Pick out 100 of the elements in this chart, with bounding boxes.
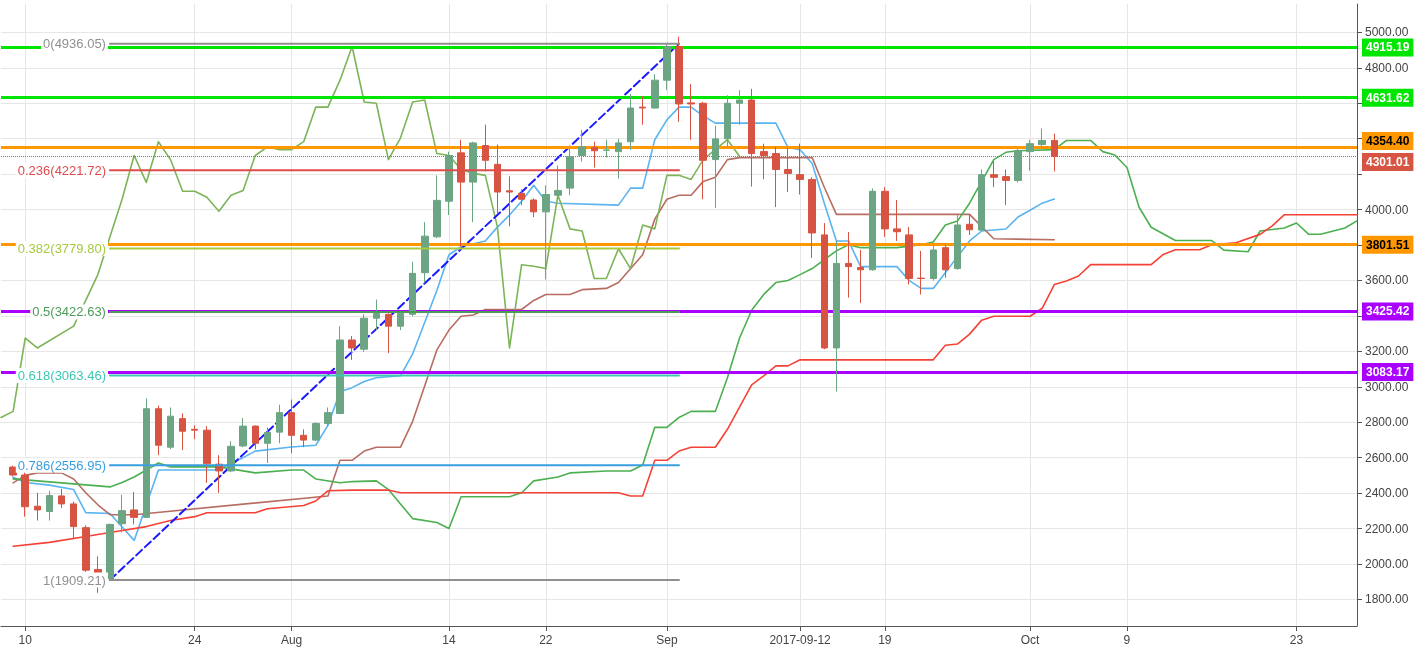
candlestick <box>58 488 65 509</box>
x-tick-label: 23 <box>1289 633 1304 647</box>
candlestick <box>227 440 235 473</box>
candlestick <box>1038 128 1046 149</box>
candlestick <box>324 407 332 426</box>
candlestick <box>70 501 77 539</box>
ref-line-label: 3083.17 <box>1366 365 1410 380</box>
candlestick <box>252 424 259 450</box>
candlestick <box>893 199 901 242</box>
y-tick-label: 5000.00 <box>1365 25 1409 40</box>
candlestick <box>530 197 537 218</box>
y-tick-label: 2000.00 <box>1365 556 1409 571</box>
candlestick <box>179 412 186 451</box>
candlestick <box>881 186 889 238</box>
candlestick <box>966 213 973 236</box>
line-series <box>12 213 1358 548</box>
series-label: 0(4936.05) <box>43 36 106 52</box>
y-tick-label: 2400.00 <box>1365 486 1409 501</box>
series-label: 0.236(4221.72) <box>17 162 106 178</box>
candlestick <box>433 174 441 239</box>
candlestick <box>143 397 150 518</box>
candlestick <box>264 426 271 464</box>
candlestick <box>288 399 295 454</box>
candlestick <box>130 491 138 525</box>
candlestick <box>639 95 646 126</box>
candlestick <box>845 231 852 299</box>
candlestick <box>627 93 634 151</box>
candlestick <box>312 421 320 442</box>
candlestick <box>603 139 610 158</box>
candlestick <box>34 492 41 522</box>
candlestick <box>615 138 622 180</box>
candlestick <box>724 94 731 148</box>
candlestick <box>833 240 840 393</box>
candlestick <box>663 43 671 91</box>
candlestick <box>675 36 683 123</box>
x-tick-label: 22 <box>539 633 553 647</box>
candlestick <box>118 494 126 533</box>
x-tick-label: 24 <box>188 633 202 647</box>
candlestick <box>167 407 174 450</box>
series-label: 0.786(2556.95) <box>17 457 106 473</box>
candlestick <box>421 221 429 284</box>
candlestick <box>869 187 876 272</box>
candlestick <box>445 151 453 216</box>
series-label: 0.618(3063.46) <box>17 368 106 384</box>
candlestick <box>651 73 659 110</box>
candlestick <box>905 226 913 286</box>
y-tick-label: 3000.00 <box>1365 379 1409 394</box>
candlestick <box>82 524 90 573</box>
x-tick-label: 19 <box>878 633 892 647</box>
candlestick <box>736 89 743 126</box>
candlestick <box>990 161 998 188</box>
x-tick-label: 9 <box>1123 633 1131 647</box>
candlestick <box>578 129 586 163</box>
x-tick-label: 10 <box>18 633 33 647</box>
y-tick-label: 1800.00 <box>1365 592 1409 607</box>
candlestick <box>917 250 925 295</box>
y-tick-label: 3600.00 <box>1365 273 1409 288</box>
candlestick <box>954 214 961 271</box>
series-label: 0.382(3779.80) <box>17 241 106 257</box>
y-tick-label: 2600.00 <box>1365 450 1409 465</box>
ref-line-label: 4631.62 <box>1366 90 1410 105</box>
line-series <box>12 106 1056 542</box>
candlestick <box>687 83 695 141</box>
candlestick <box>348 335 356 361</box>
y-tick-label: 4000.00 <box>1365 202 1409 217</box>
candlestick <box>397 311 404 331</box>
x-tick-label: Aug <box>280 633 303 647</box>
candlestick <box>276 404 283 444</box>
candlestick <box>1026 139 1034 172</box>
line-series <box>12 156 1056 516</box>
candlestick <box>554 164 562 200</box>
line-series <box>12 139 1358 530</box>
candlestick <box>942 244 949 279</box>
y-tick-label: 2200.00 <box>1365 521 1409 536</box>
candlestick <box>978 169 985 232</box>
x-tick-label: 14 <box>442 633 456 647</box>
ref-line-label: 4301.01 <box>1366 154 1410 169</box>
candlestick <box>203 425 211 484</box>
candlestick <box>191 424 198 440</box>
y-tick-label: 4800.00 <box>1365 60 1409 75</box>
candlestick <box>506 175 513 227</box>
y-tick-label: 3200.00 <box>1365 344 1409 359</box>
candlestick <box>373 299 380 331</box>
candlestick <box>808 176 816 259</box>
candlestick <box>239 417 247 448</box>
candlestick <box>300 428 307 448</box>
candlestick <box>46 490 53 522</box>
series-label: 0.5(3422.63) <box>32 304 106 320</box>
candlestick <box>409 261 416 317</box>
ref-line-label: 3425.42 <box>1366 304 1410 319</box>
candlestick <box>106 523 114 582</box>
candlestick <box>469 141 477 223</box>
candlestick <box>518 188 525 206</box>
candlestick <box>712 125 719 209</box>
candlestick <box>566 147 574 196</box>
candlestick <box>821 222 828 350</box>
x-tick-label: 2017-09-12 <box>769 633 832 647</box>
series-label: 1(1909.21) <box>43 572 106 588</box>
y-tick-label: 2800.00 <box>1365 415 1409 430</box>
candlestick <box>360 313 368 353</box>
